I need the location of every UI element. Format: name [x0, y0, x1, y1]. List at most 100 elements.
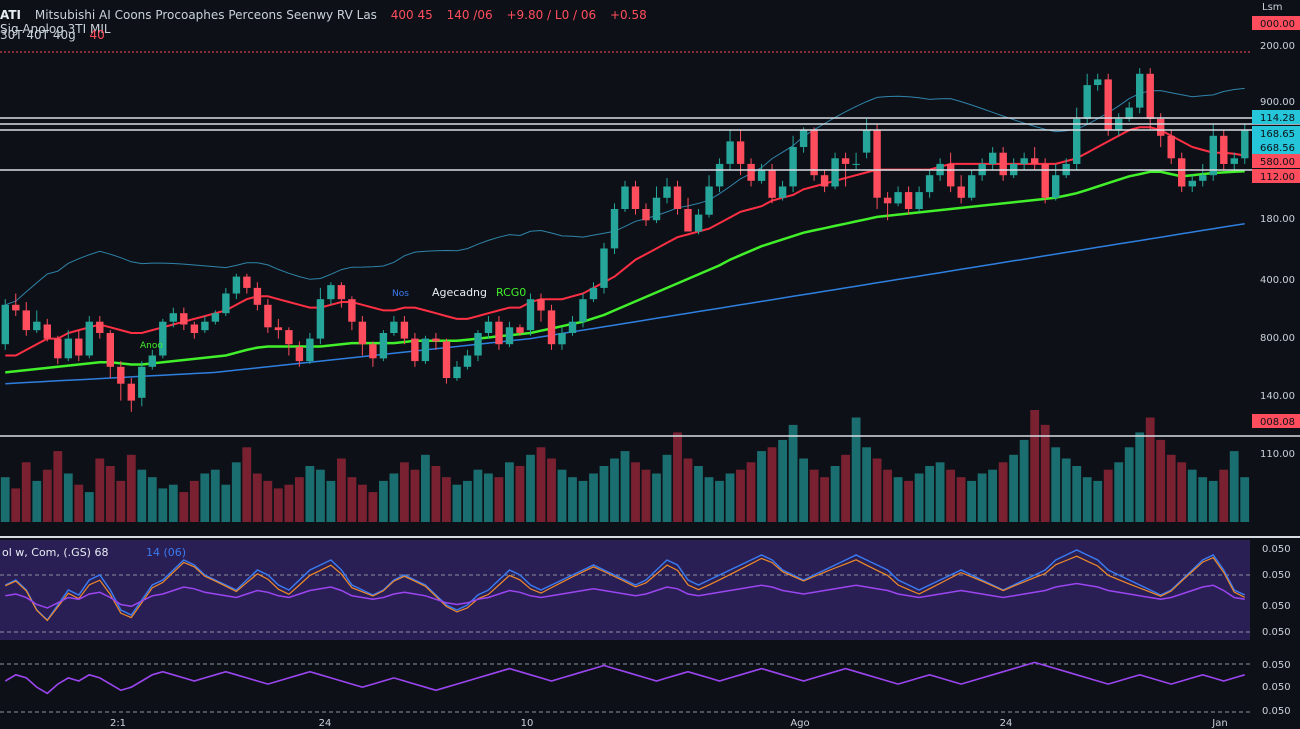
- candle-body: [1052, 175, 1060, 198]
- volume-bar: [1061, 458, 1071, 522]
- candle-body: [232, 276, 241, 294]
- candle-body: [841, 158, 850, 164]
- candle-body: [159, 321, 167, 356]
- volume-bar: [1124, 447, 1134, 522]
- candle-body: [327, 285, 335, 300]
- volume-bar: [74, 484, 84, 522]
- candle-body: [715, 163, 724, 187]
- candle-body: [1188, 180, 1196, 187]
- candle-body: [222, 293, 230, 314]
- volume-bar: [189, 480, 199, 522]
- candle-body: [663, 186, 671, 198]
- candle-body: [673, 186, 682, 209]
- candle-body: [1146, 73, 1154, 119]
- oscillator-2-axis-label: 0.050: [1262, 706, 1291, 717]
- candle-body: [1125, 107, 1133, 119]
- time-axis-label: Jan: [1211, 718, 1227, 729]
- volume-bar: [631, 462, 640, 522]
- volume-bar: [1156, 439, 1166, 522]
- candle-body: [54, 338, 62, 359]
- header-line-3: 30T 40T 40g 40: [0, 28, 115, 42]
- price-axis-label: 180.00: [1260, 214, 1295, 225]
- time-axis-label: Ago: [790, 718, 809, 729]
- volume-bar: [746, 462, 756, 522]
- candle-body: [589, 287, 598, 300]
- volume-bar: [830, 466, 840, 522]
- volume-bar: [210, 469, 220, 522]
- candle-body: [274, 327, 283, 331]
- volume-bar: [1093, 480, 1103, 522]
- volume-bar: [42, 469, 52, 522]
- price-axis-label: 200.00: [1260, 41, 1295, 52]
- oscillator-1-axis-label: 0.050: [1262, 570, 1291, 581]
- candle-body: [1178, 158, 1186, 187]
- volume-bar: [1072, 466, 1082, 522]
- price-label-box: [1252, 414, 1300, 428]
- volume-bar: [1208, 480, 1218, 522]
- volume-bar: [641, 469, 651, 522]
- candle-body: [463, 355, 472, 367]
- indicator-param-value: 40: [89, 28, 105, 42]
- price-label-box: [1252, 110, 1300, 124]
- ticker-symbol[interactable]: ATI: [0, 8, 22, 22]
- candle-body: [169, 313, 177, 322]
- corner-label[interactable]: Lsm: [1262, 2, 1283, 13]
- candle-body: [726, 141, 734, 164]
- oscillator-1-axis-label: 0.050: [1262, 627, 1291, 638]
- volume-bar: [221, 484, 231, 522]
- volume-bar: [715, 480, 724, 522]
- volume-bar: [526, 454, 535, 522]
- candle-body: [316, 299, 325, 339]
- volume-bar: [967, 480, 976, 522]
- candle-body: [12, 304, 20, 311]
- time-axis: 2:1 24 10 Ago 24 Jan: [110, 718, 1228, 729]
- candle-body: [201, 321, 209, 331]
- volume-bar: [137, 469, 147, 522]
- volume-bar: [326, 480, 336, 522]
- volume-bar: [95, 458, 105, 522]
- volume-bar: [379, 480, 388, 522]
- oscillator-1-fast-line: [4, 549, 1246, 622]
- volume-bar: [872, 458, 882, 522]
- candle-body: [127, 383, 135, 401]
- volume-bar: [305, 466, 315, 522]
- volume-bar: [168, 484, 178, 522]
- price-axis-label: 114.28: [1260, 113, 1295, 124]
- price-axis-label: 000.00: [1260, 19, 1295, 30]
- volume-bar: [935, 462, 945, 522]
- candle-body: [1094, 79, 1102, 85]
- candle-body: [1073, 118, 1081, 164]
- candle-body: [684, 209, 692, 232]
- chart-overlay-labels: Agecadng RCG0 Nos Anoo ol w, Com, (.GS) 68 14…: [2, 286, 526, 559]
- volume-bar: [368, 492, 378, 522]
- volume-bar: [998, 462, 1008, 522]
- candle-body: [610, 209, 619, 249]
- indicator-params[interactable]: 30T 40T 40g: [0, 28, 76, 42]
- candle-body: [831, 158, 839, 187]
- candle-body: [1230, 158, 1238, 164]
- volume-bar: [463, 480, 472, 522]
- volume-bar: [725, 473, 735, 522]
- candlesticks: [1, 68, 1249, 412]
- volume-bar: [851, 417, 861, 522]
- volume-bar: [200, 473, 210, 522]
- oscillator-1-background: [0, 540, 1250, 640]
- candle-body: [568, 321, 577, 333]
- volume-bar: [63, 473, 73, 522]
- indicator-list[interactable]: Sig Anolog 3TI MIL: [0, 22, 111, 36]
- oscillator-title: ol w, Com, (.GS) 68: [2, 546, 108, 559]
- candle-body: [768, 169, 776, 198]
- candle-body: [862, 130, 871, 153]
- volume-bar: [1051, 447, 1061, 522]
- volume-bar: [21, 462, 31, 522]
- candle-body: [526, 299, 535, 331]
- volume-bar: [1114, 462, 1124, 522]
- candle-body: [43, 324, 51, 339]
- oscillator-1-slow-line: [5, 555, 1245, 622]
- candle-body: [306, 338, 314, 362]
- candle-body: [1041, 163, 1049, 198]
- candle-body: [705, 186, 713, 215]
- candle-body: [180, 313, 188, 325]
- candle-body: [484, 321, 493, 333]
